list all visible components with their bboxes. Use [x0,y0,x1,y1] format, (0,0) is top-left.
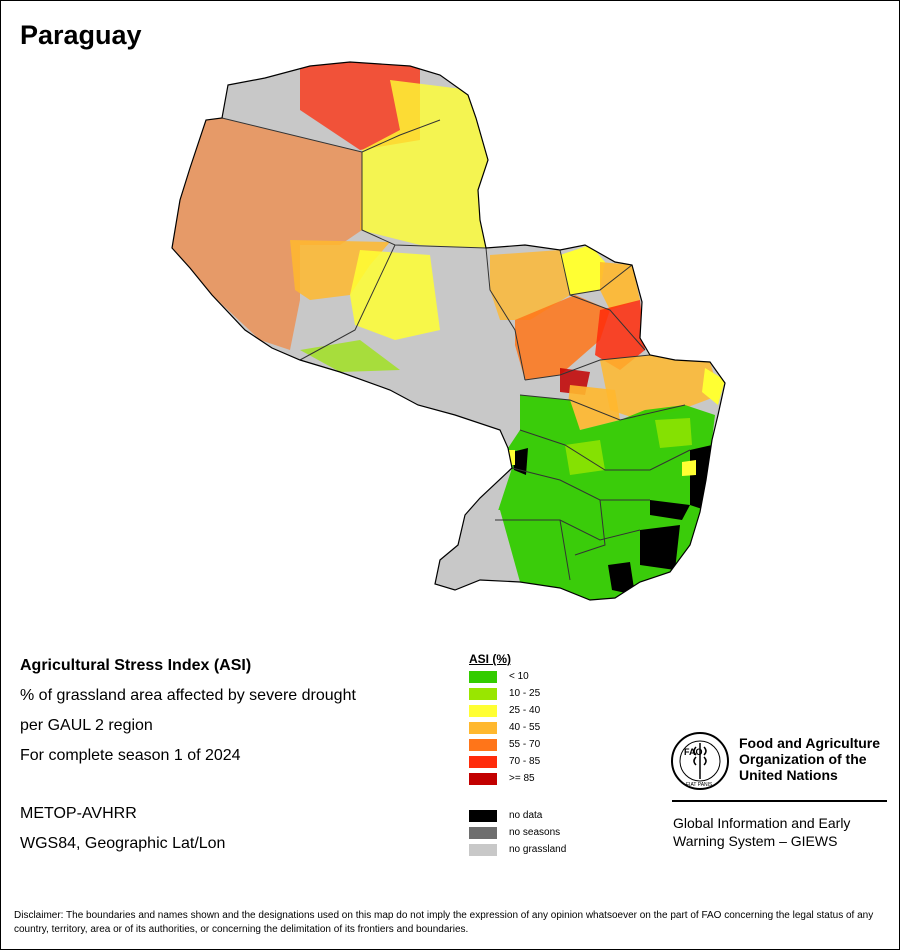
no-data-patch-east [690,445,712,510]
legend-class-row: 70 - 85 [469,753,649,770]
zone-southern-chaco [300,340,400,372]
zone-alto-parana-edge [702,368,725,405]
giews-line-2: Warning System – GIEWS [673,833,838,849]
legend-class-swatch [469,738,497,751]
legend-class-swatch [469,755,497,768]
legend-other-label: no grassland [509,844,567,855]
zone-amambay-north [560,245,605,295]
legend-other-label: no seasons [509,827,561,838]
paraguay-map [171,61,726,601]
legend-class-row: 55 - 70 [469,736,649,753]
info-line-4: For complete season 1 of 2024 [20,747,241,764]
fao-motto: FIAT PANIS [686,782,713,788]
info-line-3: per GAUL 2 region [20,717,153,734]
org-line-3: United Nations [739,767,838,783]
fao-logo: FAO FIAT PANIS [671,732,729,790]
legend-class-label: 10 - 25 [509,688,541,699]
legend-class-swatch [469,670,497,683]
legend-class-label: < 10 [509,671,529,682]
legend-other-swatch [469,843,497,856]
legend-class-label: 70 - 85 [509,756,541,767]
index-title: Agricultural Stress Index (ASI) [20,657,252,674]
zone-canindeyu [595,300,645,370]
legend-class-swatch [469,721,497,734]
zone-concepcion [490,250,570,320]
sensor-label: METOP-AVHRR [20,805,137,822]
zone-far-north [300,62,420,150]
legend-other-row: no seasons [469,824,649,841]
no-data-patch-itapua-2 [640,525,680,570]
no-data-patch-itapua-1 [650,500,690,520]
legend-class-label: >= 85 [509,773,535,784]
legend-class-row: 25 - 40 [469,702,649,719]
zone-san-pedro [515,295,610,380]
legend-title: ASI (%) [469,652,511,666]
legend-class-swatch [469,772,497,785]
legend-classes: < 10 10 - 25 25 - 40 40 - 55 55 - 70 70 - 85 >… [469,668,649,787]
legend-class-swatch [469,687,497,700]
org-line-1: Food and Agriculture [739,735,881,751]
country-outline [171,61,726,601]
legend-other-row: no data [469,807,649,824]
map-title: Paraguay [20,20,142,50]
no-data-patch-central [512,448,528,475]
fao-letters: FAO [684,747,703,757]
logo-divider [672,800,887,802]
zone-central-yellow [350,250,440,340]
giews-line-1: Global Information and Early [673,815,851,831]
info-line-2: % of grassland area affected by severe d… [20,687,356,704]
legend-class-row: < 10 [469,668,649,685]
no-data-patch-itapua-3 [608,562,635,595]
giews-name: Global Information and Early Warning Sys… [673,814,893,850]
org-line-2: Organization of the [739,751,867,767]
asi-legend: ASI (%) < 10 10 - 25 25 - 40 40 - 55 55 - 70… [469,651,649,858]
legend-other-swatch [469,809,497,822]
projection-label: WGS84, Geographic Lat/Lon [20,835,226,852]
map-info-block: Agricultural Stress Index (ASI) % of gra… [20,656,440,864]
legend-other-swatch [469,826,497,839]
legend-class-label: 40 - 55 [509,722,541,733]
fao-organization-name: Food and Agriculture Organization of the… [739,735,899,783]
legend-class-row: >= 85 [469,770,649,787]
zone-caaguazu-north [568,385,620,430]
legend-other: no data no seasons no grassland [469,807,649,858]
admin-boundaries [221,117,691,581]
legend-class-row: 10 - 25 [469,685,649,702]
zone-alto-parana-north [600,355,720,420]
legend-other-row: no grassland [469,841,649,858]
zone-northwest-chaco [172,118,362,350]
legend-class-label: 55 - 70 [509,739,541,750]
zone-amambay-east [600,262,640,310]
legend-class-row: 40 - 55 [469,719,649,736]
zone-small-yellow [682,460,696,476]
legend-class-swatch [469,704,497,717]
zone-asuncion [500,450,515,465]
zone-alto-parana-west [655,418,692,448]
zone-north-central [360,80,488,248]
disclaimer: Disclaimer: The boundaries and names sho… [14,910,874,935]
legend-other-label: no data [509,810,543,821]
legend-class-label: 25 - 40 [509,705,541,716]
